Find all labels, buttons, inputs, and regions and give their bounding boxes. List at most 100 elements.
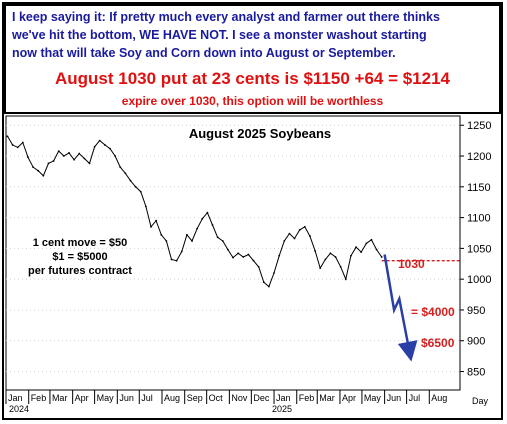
price-point: [324, 258, 327, 261]
price-point: [62, 155, 65, 157]
price-point: [237, 252, 240, 255]
price-point: [144, 205, 147, 208]
chart-title: August 2025 Soybeans: [189, 126, 331, 141]
price-point: [124, 172, 127, 175]
plot-frame: [5, 115, 461, 391]
price-point: [196, 227, 199, 230]
price-point: [262, 281, 265, 284]
x-tick-label: May: [97, 393, 115, 403]
price-point: [129, 179, 132, 182]
notice-line-1: I keep saying it: If pretty much every a…: [12, 10, 440, 24]
year-label-2025: 2025: [272, 404, 292, 414]
year-label-2024: 2024: [9, 404, 29, 414]
price-point: [314, 249, 316, 252]
y-tick-label: 1200: [467, 151, 491, 163]
price-point: [252, 259, 255, 262]
x-tick-label: Sep: [187, 393, 203, 403]
price-point: [355, 246, 357, 249]
price-point: [32, 166, 34, 169]
y-tick-label: 900: [467, 336, 485, 348]
x-tick-label: Feb: [299, 393, 315, 403]
price-point: [11, 144, 14, 146]
y-tick-label: 950: [467, 305, 485, 317]
price-point: [114, 155, 117, 157]
price-point: [344, 278, 347, 281]
y-tick-label: 1150: [467, 182, 491, 194]
outer-frame: [2, 2, 503, 420]
price-point: [21, 141, 24, 144]
price-point: [216, 236, 219, 239]
x-tick-label: Aug: [164, 393, 180, 403]
price-point: [242, 256, 245, 258]
price-point: [119, 166, 122, 169]
price-point: [73, 158, 76, 161]
price-point: [278, 254, 281, 257]
price-point: [257, 265, 260, 268]
price-point: [52, 160, 55, 162]
notice-box: I keep saying it: If pretty much every a…: [4, 4, 501, 114]
price-point: [211, 224, 214, 226]
price-point: [339, 265, 342, 268]
x-tick-label: Jan: [8, 393, 23, 403]
price-point: [93, 145, 96, 148]
price-point: [201, 217, 204, 220]
target-1-label: = $4000: [411, 305, 455, 319]
x-tick-label: Apr: [342, 393, 356, 403]
y-tick-label: 1100: [467, 213, 491, 225]
notice-line-3: now that will take Soy and Corn down int…: [12, 46, 396, 60]
price-point: [6, 135, 9, 138]
price-point: [273, 272, 275, 274]
price-point: [288, 232, 291, 235]
x-tick-label: Mar: [52, 393, 68, 403]
price-point: [37, 169, 40, 172]
price-point: [375, 248, 378, 251]
y-tick-label: 1250: [467, 120, 491, 132]
price-point: [350, 254, 352, 257]
price-series-line: [7, 136, 383, 288]
price-point: [232, 256, 234, 259]
price-point: [98, 139, 101, 142]
price-point: [227, 248, 229, 251]
strike-label: 1030: [398, 257, 425, 271]
x-tick-label: Feb: [31, 393, 47, 403]
y-tick-label: 1050: [467, 243, 491, 255]
price-point: [83, 157, 86, 160]
price-point: [170, 258, 173, 261]
x-tick-label: May: [364, 393, 382, 403]
price-point: [47, 162, 50, 165]
x-tick-label: Oct: [209, 393, 224, 403]
price-point: [150, 225, 152, 228]
x-tick-label: Dec: [253, 393, 270, 403]
x-tick-label: Nov: [231, 393, 248, 403]
x-tick-label: Jul: [141, 393, 153, 403]
price-point: [247, 253, 250, 256]
price-point: [365, 242, 368, 245]
price-point: [309, 235, 311, 237]
price-point: [139, 190, 142, 193]
x-tick-label: Jan: [276, 393, 291, 403]
cent-move-label: 1 cent move = $50: [33, 237, 127, 249]
price-point: [134, 185, 137, 188]
x-tick-label: Jun: [119, 393, 134, 403]
x-axis-label: Day: [472, 396, 489, 406]
x-tick-label: Mar: [319, 393, 335, 403]
y-tick-label: 850: [467, 367, 485, 379]
price-point: [160, 233, 163, 236]
price-point: [16, 146, 19, 149]
notice-headline: August 1030 put at 23 cents is $1150 +64…: [54, 69, 450, 88]
x-tick-label: Apr: [75, 393, 89, 403]
price-point: [283, 240, 286, 242]
price-point: [303, 225, 306, 228]
price-point: [103, 144, 106, 146]
price-point: [191, 240, 193, 242]
price-point: [334, 256, 337, 258]
price-point: [370, 238, 373, 241]
price-point: [329, 252, 332, 255]
price-point: [42, 174, 45, 177]
x-tick-label: Jun: [387, 393, 402, 403]
projection-arrow: [383, 254, 418, 362]
price-point: [165, 240, 168, 242]
price-point: [155, 219, 158, 222]
price-point: [293, 237, 296, 240]
